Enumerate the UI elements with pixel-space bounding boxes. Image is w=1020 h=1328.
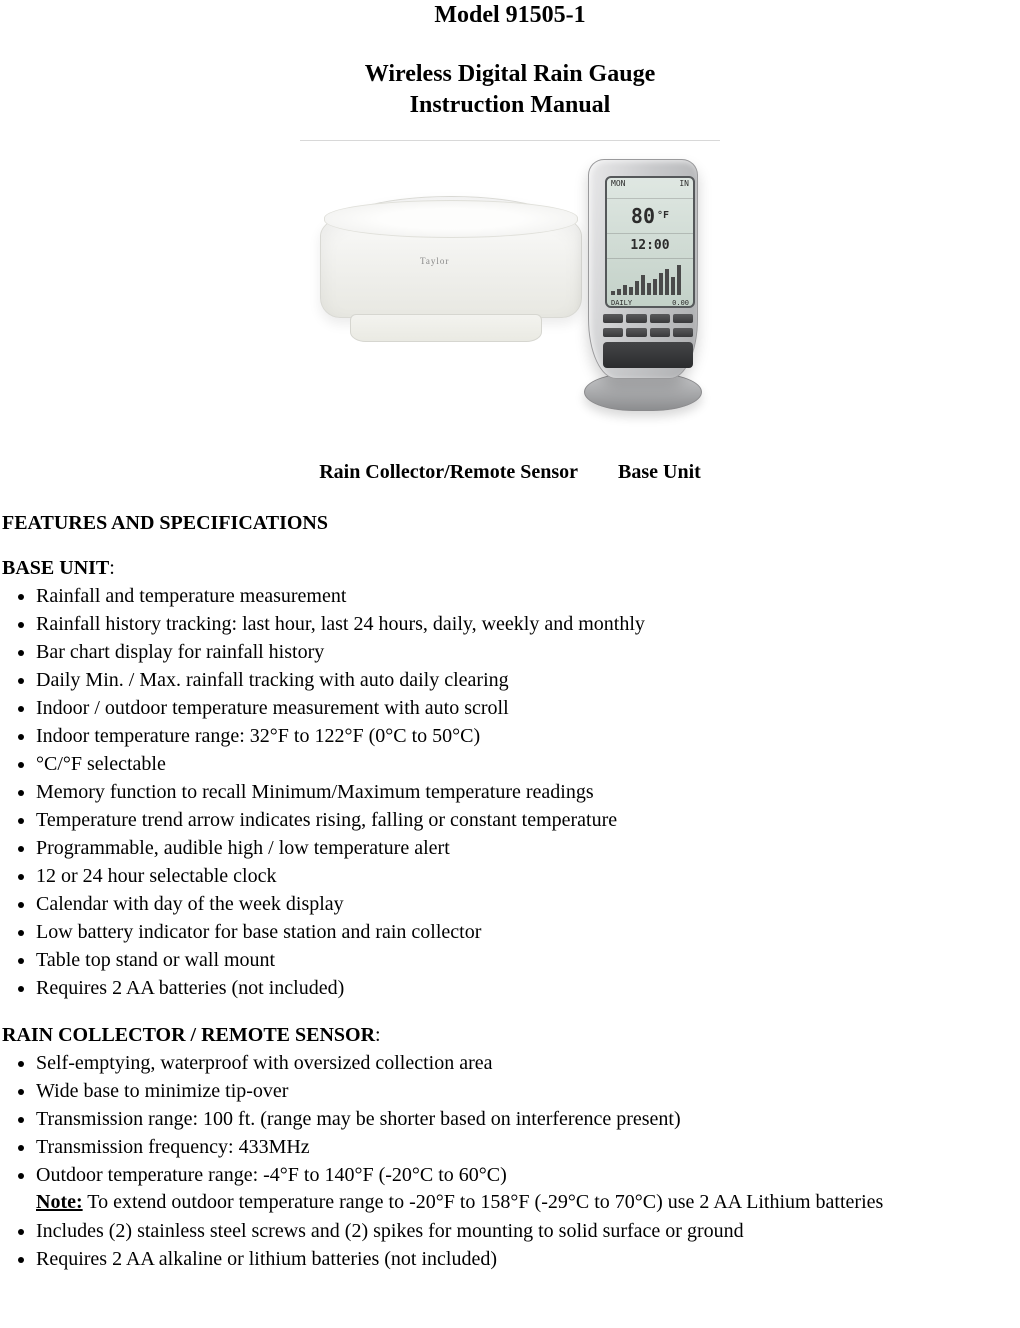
list-item: 12 or 24 hour selectable clock	[36, 862, 1018, 890]
list-item: Low battery indicator for base station a…	[36, 918, 1018, 946]
rain-collector-feature-list-2: Includes (2) stainless steel screws and …	[2, 1217, 1018, 1273]
list-item: Table top stand or wall mount	[36, 946, 1018, 974]
document-page: Model 91505-1 Wireless Digital Rain Gaug…	[0, 0, 1020, 1293]
list-item: Self-emptying, waterproof with oversized…	[36, 1049, 1018, 1077]
list-item: Temperature trend arrow indicates rising…	[36, 806, 1018, 834]
caption-right: Base Unit	[618, 461, 701, 484]
list-item: Requires 2 AA alkaline or lithium batter…	[36, 1245, 1018, 1273]
list-item: Transmission frequency: 433MHz	[36, 1133, 1018, 1161]
device-button-row-2	[603, 328, 693, 337]
list-item: Indoor / outdoor temperature measurement…	[36, 694, 1018, 722]
list-item: Rainfall and temperature measurement	[36, 582, 1018, 610]
rain-collector-feature-list: Self-emptying, waterproof with oversized…	[2, 1049, 1018, 1189]
list-item: Wide base to minimize tip-over	[36, 1077, 1018, 1105]
base-unit-feature-list: Rainfall and temperature measurementRain…	[2, 582, 1018, 1002]
list-item: Includes (2) stainless steel screws and …	[36, 1217, 1018, 1245]
product-name-line2: Instruction Manual	[0, 90, 1020, 121]
note-text: To extend outdoor temperature range to -…	[83, 1191, 884, 1213]
screen-time: 12:00	[630, 239, 669, 252]
screen-bar-chart	[607, 259, 693, 298]
list-item: Bar chart display for rainfall history	[36, 638, 1018, 666]
title-block: Model 91505-1 Wireless Digital Rain Gaug…	[0, 0, 1020, 122]
list-item: Outdoor temperature range: -4°F to 140°F…	[36, 1161, 1018, 1189]
rain-collector-illustration: Taylor	[320, 196, 580, 366]
list-item: Programmable, audible high / low tempera…	[36, 834, 1018, 862]
device-screen: MONIN 80°F 12:00 DAILY0.00	[605, 176, 695, 308]
list-item: Rainfall history tracking: last hour, la…	[36, 610, 1018, 638]
list-item: Calendar with day of the week display	[36, 890, 1018, 918]
base-unit-illustration: MONIN 80°F 12:00 DAILY0.00	[582, 159, 702, 411]
model-line: Model 91505-1	[0, 0, 1020, 31]
list-item: Memory function to recall Minimum/Maximu…	[36, 778, 1018, 806]
rain-collector-heading: RAIN COLLECTOR / REMOTE SENSOR:	[2, 1024, 1018, 1047]
list-item: °C/°F selectable	[36, 750, 1018, 778]
note-label: Note:	[36, 1191, 83, 1213]
list-item: Indoor temperature range: 32°F to 122°F …	[36, 722, 1018, 750]
base-unit-heading: BASE UNIT:	[2, 557, 1018, 580]
product-image: Taylor MONIN 80°F 12:00 DAILY0.	[300, 140, 720, 431]
device-button-row-1	[603, 314, 693, 323]
screen-temp-unit: °F	[657, 211, 669, 221]
image-caption-row: Rain Collector/Remote Sensor Base Unit	[0, 461, 1020, 484]
device-lower-panel	[603, 342, 693, 368]
note-line: Note: To extend outdoor temperature rang…	[2, 1189, 1018, 1215]
product-name-line1: Wireless Digital Rain Gauge	[0, 59, 1020, 90]
list-item: Requires 2 AA batteries (not included)	[36, 974, 1018, 1002]
features-heading: FEATURES AND SPECIFICATIONS	[2, 512, 1018, 535]
caption-left: Rain Collector/Remote Sensor	[319, 461, 578, 484]
list-item: Daily Min. / Max. rainfall tracking with…	[36, 666, 1018, 694]
list-item: Transmission range: 100 ft. (range may b…	[36, 1105, 1018, 1133]
screen-temp: 80	[631, 206, 655, 226]
collector-brand-label: Taylor	[420, 256, 449, 266]
